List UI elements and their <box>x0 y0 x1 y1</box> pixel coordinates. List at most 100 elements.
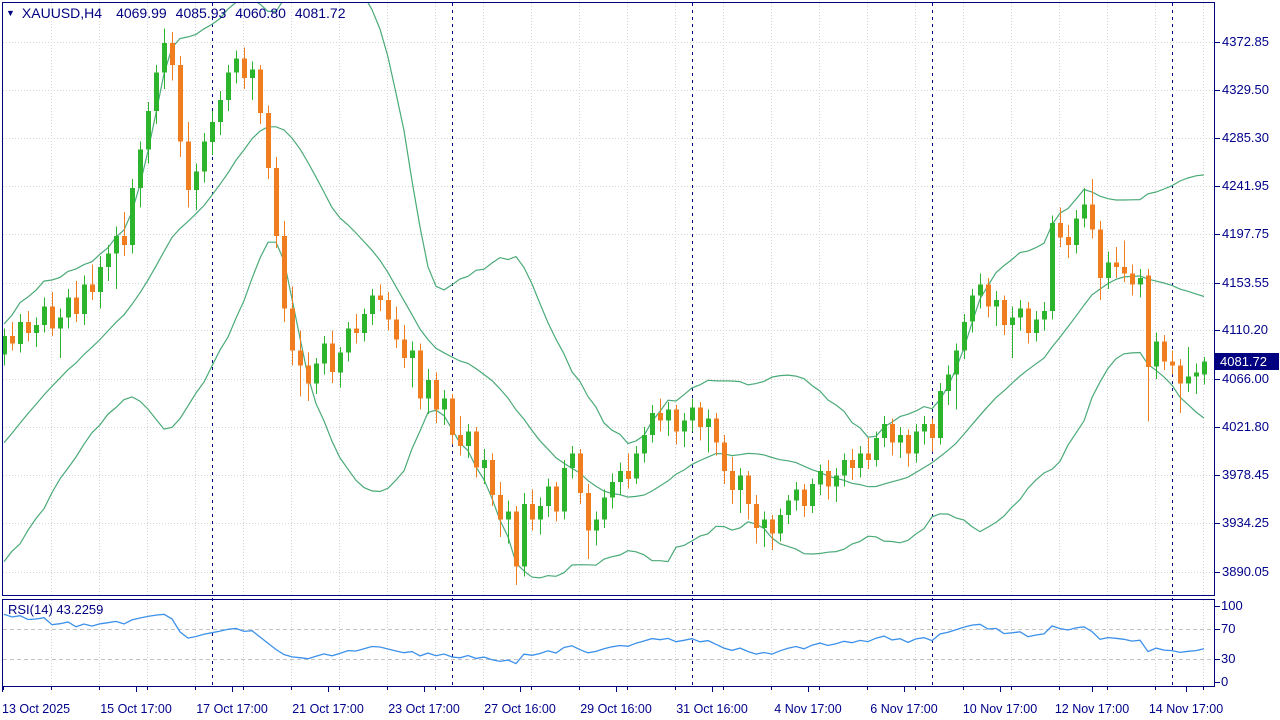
candle-body <box>986 284 991 307</box>
candle-body <box>618 471 623 483</box>
candle-body <box>258 69 263 114</box>
candle-body <box>802 489 807 507</box>
ohlc-close: 4081.72 <box>294 5 346 21</box>
candle-body <box>954 350 959 375</box>
candle-body <box>538 506 543 520</box>
candle-body <box>978 284 983 296</box>
current-price-tag: 4081.72 <box>1215 353 1279 371</box>
candle-body <box>1018 308 1023 318</box>
candle-body <box>674 409 679 432</box>
candle-body <box>466 431 471 446</box>
candle-body <box>922 423 927 432</box>
rsi-axis-label: 70 <box>1221 620 1236 636</box>
candle-body <box>218 100 223 122</box>
candle-body <box>42 306 47 326</box>
price-axis-label: 3890.05 <box>1222 564 1269 579</box>
candle-body <box>58 317 63 329</box>
ohlc-low: 4060.80 <box>235 5 286 21</box>
candle-body <box>1106 262 1111 278</box>
candle-body <box>514 511 519 567</box>
rsi-indicator <box>3 613 1205 665</box>
bollinger-upper-line <box>3 3 1205 445</box>
candles <box>3 28 1207 586</box>
candle-body <box>290 308 295 351</box>
candle-body <box>658 412 663 421</box>
time-axis-label: 6 Nov 17:00 <box>870 702 938 716</box>
candle-body <box>370 295 375 315</box>
candle-body <box>418 350 423 399</box>
time-axis-label: 29 Oct 16:00 <box>580 702 652 716</box>
main-pane-border <box>2 2 1215 596</box>
time-axis-label: 27 Oct 16:00 <box>484 702 556 716</box>
rsi-line <box>3 613 1205 665</box>
candle-body <box>162 42 167 73</box>
candle-body <box>506 511 511 520</box>
candle-body <box>1162 341 1167 362</box>
candle-body <box>962 321 967 351</box>
candle-body <box>546 486 551 507</box>
main-grid <box>3 3 1214 595</box>
candle-body <box>378 295 383 300</box>
price-axis-label: 3934.25 <box>1222 515 1269 531</box>
time-axis-label: 13 Oct 2025 <box>2 702 71 716</box>
candle-body <box>394 319 399 340</box>
candle-body <box>338 352 343 373</box>
candle-body <box>682 420 687 432</box>
candle-body <box>402 339 407 358</box>
candle-body <box>842 460 847 476</box>
candle-body <box>714 418 719 443</box>
candle-body <box>474 431 479 468</box>
time-axis-label: 17 Oct 17:00 <box>196 702 268 716</box>
candle-body <box>786 500 791 515</box>
candle-body <box>194 171 199 191</box>
rsi-indicator-label: RSI(14) 43.2259 <box>8 602 104 617</box>
price-axis-label: 4021.80 <box>1222 419 1269 435</box>
candle-body <box>1066 237 1071 245</box>
candle-body <box>442 398 447 410</box>
candle-body <box>458 434 463 446</box>
candle-body <box>426 379 431 399</box>
candle-body <box>1186 376 1191 384</box>
price-axis-label: 4241.95 <box>1222 177 1269 193</box>
candle-body <box>970 295 975 322</box>
candle-body <box>354 328 359 333</box>
rsi-axis-label: 0 <box>1221 674 1229 689</box>
candle-body <box>1178 365 1183 384</box>
candle-body <box>482 460 487 468</box>
candle-body <box>1050 223 1055 311</box>
candle-body <box>690 407 695 421</box>
candle-body <box>130 187 135 245</box>
candle-body <box>18 321 23 344</box>
candle-body <box>578 453 583 493</box>
candle-body <box>602 497 607 520</box>
candle-body <box>818 471 823 485</box>
candle-body <box>234 58 239 73</box>
symbol-dropdown-icon[interactable]: ▼ <box>6 8 15 18</box>
candle-body <box>706 418 711 428</box>
candle-body <box>858 453 863 468</box>
axis-ticks <box>2 42 1220 692</box>
candle-body <box>306 365 311 384</box>
candle-body <box>594 519 599 531</box>
candle-body <box>66 297 71 318</box>
candle-body <box>434 379 439 410</box>
candle-body <box>554 486 559 512</box>
candle-body <box>1058 223 1063 238</box>
candle-body <box>1122 266 1127 274</box>
candle-body <box>1026 308 1031 333</box>
candle-body <box>562 467 567 512</box>
candle-body <box>762 519 767 529</box>
candle-body <box>850 460 855 468</box>
rsi-level-lines <box>3 629 1214 660</box>
candle-body <box>610 482 615 498</box>
candle-body <box>1202 361 1207 375</box>
candle-body <box>1170 361 1175 366</box>
candle-body <box>98 266 103 293</box>
candle-body <box>3 336 7 355</box>
candle-body <box>1034 319 1039 333</box>
candle-body <box>994 299 999 307</box>
candle-body <box>930 423 935 439</box>
candle-body <box>410 350 415 358</box>
